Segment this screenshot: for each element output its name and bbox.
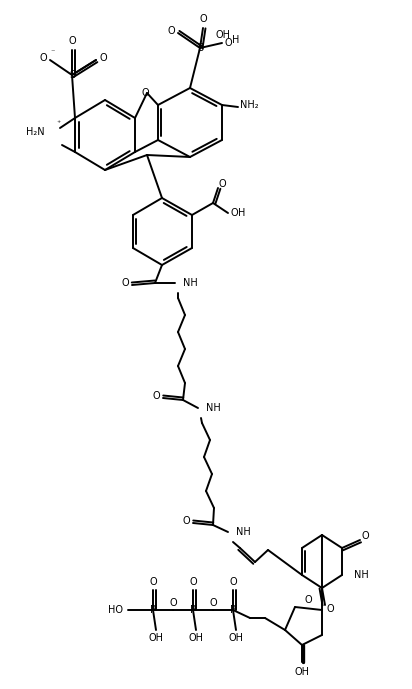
Text: H: H xyxy=(238,208,246,218)
Text: O: O xyxy=(361,531,369,541)
Text: O: O xyxy=(167,26,175,36)
Text: O: O xyxy=(152,391,160,401)
Text: O: O xyxy=(68,36,76,46)
Text: O: O xyxy=(218,179,226,189)
Text: NH: NH xyxy=(354,570,369,580)
Text: O: O xyxy=(99,53,107,63)
Text: O: O xyxy=(326,604,334,614)
Text: ⁺: ⁺ xyxy=(56,119,60,127)
Text: OH: OH xyxy=(215,30,230,40)
Text: O: O xyxy=(149,577,157,587)
Text: O: O xyxy=(199,14,207,24)
Text: O: O xyxy=(229,577,237,587)
Text: ⁻: ⁻ xyxy=(51,48,55,56)
Text: NH: NH xyxy=(206,403,221,413)
Text: P: P xyxy=(230,605,236,615)
Text: HO: HO xyxy=(108,605,123,615)
Text: H₂N: H₂N xyxy=(26,127,45,137)
Text: NH: NH xyxy=(236,527,251,537)
Text: OH: OH xyxy=(189,633,204,643)
Text: OH: OH xyxy=(229,633,243,643)
Text: NH: NH xyxy=(183,278,198,288)
Text: O: O xyxy=(209,598,217,608)
Text: H: H xyxy=(232,35,240,45)
Text: O: O xyxy=(121,278,129,288)
Text: O: O xyxy=(182,516,190,526)
Text: OH: OH xyxy=(148,633,164,643)
Text: O: O xyxy=(189,577,197,587)
Text: S: S xyxy=(69,70,75,80)
Text: O: O xyxy=(304,595,312,605)
Text: O: O xyxy=(39,53,47,63)
Text: O: O xyxy=(141,88,149,98)
Text: P: P xyxy=(190,605,196,615)
Text: O: O xyxy=(169,598,177,608)
Text: O: O xyxy=(230,208,238,218)
Text: P: P xyxy=(150,605,156,615)
Text: O: O xyxy=(224,38,232,48)
Text: S: S xyxy=(197,43,203,53)
Text: OH: OH xyxy=(295,667,309,677)
Text: NH₂: NH₂ xyxy=(240,100,259,110)
